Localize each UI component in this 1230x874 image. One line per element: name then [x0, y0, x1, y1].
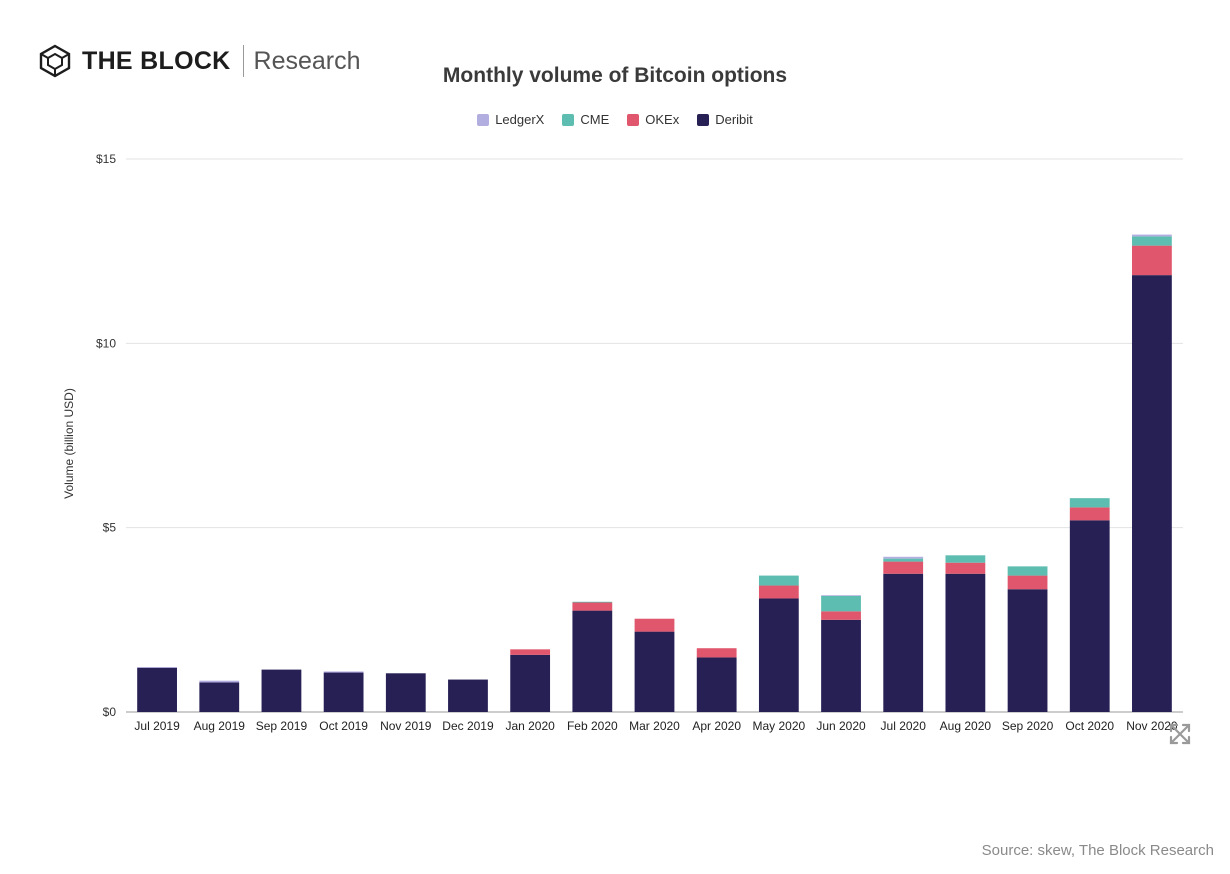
bar-segment-cme — [821, 595, 861, 612]
y-tick-label: $10 — [96, 336, 116, 350]
legend-item-deribit[interactable]: Deribit — [697, 112, 753, 127]
bar-segment-deribit — [634, 631, 675, 712]
bar-segment-ledgerx — [323, 671, 364, 673]
bar-segment-okex — [634, 618, 675, 632]
y-tick-label: $5 — [103, 521, 117, 535]
bar-segment-deribit — [572, 610, 613, 712]
bar-segment-deribit — [1007, 589, 1048, 712]
bar-segment-cme — [1069, 498, 1110, 508]
bar-segment-deribit — [510, 654, 551, 712]
x-tick-label: Jan 2020 — [505, 719, 555, 733]
legend-swatch — [697, 113, 710, 126]
x-tick-label: Aug 2020 — [940, 719, 992, 733]
bar-segment-cme — [1007, 566, 1048, 576]
x-tick-label: Apr 2020 — [692, 719, 741, 733]
bar-segment-okex — [821, 611, 861, 620]
bar-segment-ledgerx — [137, 667, 177, 668]
x-tick-label: May 2020 — [753, 719, 806, 733]
x-tick-label: Jul 2019 — [134, 719, 180, 733]
bar-segment-deribit — [1069, 520, 1110, 712]
brand-name: THE BLOCK — [82, 46, 231, 75]
bar-segment-deribit — [323, 672, 364, 712]
bar-segment-deribit — [385, 673, 426, 712]
bar-segment-deribit — [137, 667, 177, 712]
brand-divider — [242, 45, 244, 77]
legend-swatch — [562, 113, 575, 126]
bar-segment-ledgerx — [883, 556, 924, 559]
x-tick-label: Mar 2020 — [629, 719, 680, 733]
the-block-logo-icon — [39, 44, 71, 78]
legend-label: LedgerX — [495, 112, 545, 127]
bar-segment-okex — [883, 561, 924, 574]
brand-subtitle: Research — [253, 46, 361, 75]
bar-segment-deribit — [883, 573, 924, 712]
x-tick-label: Jul 2020 — [881, 719, 927, 733]
x-tick-label: Sep 2020 — [1002, 719, 1054, 733]
y-axis-label: Volume (billion USD) — [62, 388, 76, 499]
y-tick-label: $15 — [96, 152, 116, 166]
bar-segment-okex — [1132, 245, 1172, 276]
legend-item-okex[interactable]: OKEx — [627, 112, 679, 127]
x-tick-label: Aug 2019 — [194, 719, 246, 733]
legend-item-ledgerx[interactable]: LedgerX — [477, 112, 544, 127]
brand-header: THE BLOCK Research — [38, 40, 361, 82]
x-tick-label: Nov 2019 — [380, 719, 432, 733]
bar-segment-okex — [945, 562, 986, 574]
source-note: Source: skew, The Block Research — [981, 842, 1214, 859]
bar-segment-cme — [883, 558, 924, 562]
bar-segment-cme — [572, 601, 613, 603]
x-tick-label: Nov 2020 — [1126, 719, 1178, 733]
bar-segment-deribit — [199, 682, 240, 712]
bar-segment-okex — [572, 602, 613, 611]
x-tick-label: Dec 2019 — [442, 719, 494, 733]
chart-legend: LedgerX CME OKEx Deribit — [0, 112, 1230, 127]
bar-segment-deribit — [758, 598, 799, 712]
bar-segment-okex — [510, 649, 551, 655]
legend-swatch — [627, 113, 640, 126]
y-tick-label: $0 — [103, 705, 117, 719]
bar-segment-deribit — [261, 669, 302, 712]
bar-segment-deribit — [821, 619, 861, 712]
x-tick-label: Oct 2019 — [319, 719, 368, 733]
x-tick-label: Oct 2020 — [1065, 719, 1114, 733]
bar-segment-ledgerx — [199, 680, 240, 683]
bar-segment-deribit — [945, 573, 986, 712]
bar-segment-okex — [1007, 575, 1048, 590]
bar-segment-deribit — [1132, 275, 1172, 712]
expand-icon[interactable] — [1166, 720, 1194, 748]
legend-label: Deribit — [715, 112, 753, 127]
bar-segment-deribit — [696, 657, 737, 712]
x-tick-label: Jun 2020 — [816, 719, 866, 733]
bar-segment-cme — [945, 555, 986, 563]
bar-segment-cme — [758, 575, 799, 586]
bar-segment-cme — [1132, 236, 1172, 246]
x-tick-label: Feb 2020 — [567, 719, 618, 733]
x-tick-label: Sep 2019 — [256, 719, 308, 733]
bar-segment-okex — [1069, 507, 1110, 521]
bar-segment-okex — [758, 585, 799, 599]
chart-title: Monthly volume of Bitcoin options — [442, 64, 788, 87]
bar-segment-ledgerx — [1132, 234, 1172, 237]
legend-swatch — [477, 113, 490, 126]
legend-label: CME — [580, 112, 610, 127]
legend-label: OKEx — [645, 112, 680, 127]
bar-segment-okex — [696, 648, 737, 658]
bar-segment-ledgerx — [821, 595, 861, 596]
legend-item-cme[interactable]: CME — [562, 112, 609, 127]
bar-segment-deribit — [448, 679, 488, 712]
